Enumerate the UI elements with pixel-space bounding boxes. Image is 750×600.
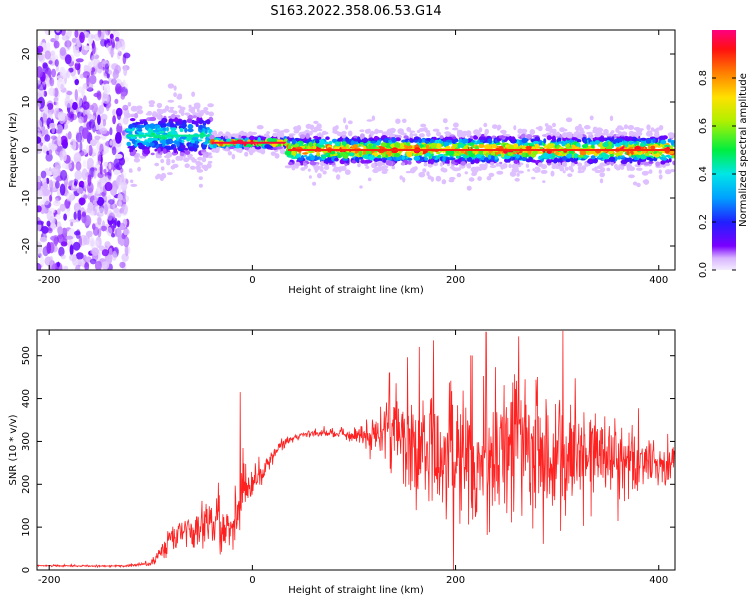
spectrogram-y-ticks: -20 -10 0 10 20	[21, 48, 675, 254]
snr-y-tick-label: 100	[21, 518, 32, 537]
snr-y-tick-label: 500	[21, 346, 32, 365]
spectrogram-x-tick-label: 0	[249, 275, 255, 286]
spectrogram-feature-1	[124, 83, 214, 188]
snr-panel: -200 0 200 400 0 100 200 300 400 500 Height of s…	[8, 329, 676, 596]
spectrogram-feature-2	[208, 125, 291, 160]
colorbar-gradient	[712, 30, 736, 270]
spectrogram-x-ticks: -200 0 200 400	[38, 30, 668, 286]
spectrogram-x-axis-label: Height of straight line (km)	[288, 285, 424, 296]
chart-title: S163.2022.358.06.53.G14	[270, 4, 441, 19]
spectrogram-x-tick-label: -200	[38, 275, 61, 286]
snr-frame	[36, 329, 676, 571]
spectrogram-y-tick-label: 20	[21, 48, 32, 61]
colorbar: 0.0 0.2 0.4 0.6 0.8 Normalized spectral ampl…	[698, 30, 749, 278]
snr-x-tick-label: 400	[649, 575, 668, 586]
snr-y-tick-label: 400	[21, 389, 32, 408]
spectrogram-heat-layer	[37, 30, 675, 270]
spectrogram-panel: -200 0 200 400 -20 -10 0 10 20 Height of straig…	[8, 29, 676, 296]
colorbar-tick-label: 0.8	[698, 70, 709, 86]
snr-x-axis-label: Height of straight line (km)	[288, 585, 424, 596]
spectrogram-y-tick-label: -10	[21, 190, 32, 206]
spectrogram-x-tick-label: 400	[649, 275, 668, 286]
spectrogram-y-tick-label: 0	[21, 147, 32, 153]
snr-y-axis-label: SNR (10 * v/v)	[8, 414, 19, 485]
colorbar-tick-label: 0.0	[698, 262, 709, 278]
snr-y-tick-label: 300	[21, 432, 32, 451]
snr-x-tick-label: -200	[38, 575, 61, 586]
spectrogram-y-tick-label: 10	[21, 96, 32, 109]
colorbar-label: Normalized spectral amplitude	[738, 73, 749, 227]
snr-y-ticks: 0 100 200 300 400 500	[21, 346, 675, 573]
snr-y-tick-label: 0	[21, 567, 32, 573]
colorbar-tick-label: 0.2	[698, 214, 709, 230]
snr-x-tick-label: 200	[446, 575, 465, 586]
spectrogram-feature-3	[284, 115, 675, 191]
colorbar-tick-label: 0.4	[698, 166, 709, 182]
spectrogram-x-tick-label: 200	[446, 275, 465, 286]
colorbar-tick-label: 0.6	[698, 118, 709, 134]
spectrogram-y-axis-label: Frequency (Hz)	[8, 112, 19, 188]
snr-x-tick-label: 0	[249, 575, 255, 586]
snr-x-ticks: -200 0 200 400	[38, 330, 668, 586]
snr-line-layer	[37, 330, 675, 570]
spectrogram-feature-0	[37, 30, 131, 270]
spectrogram-y-tick-label: -20	[21, 238, 32, 254]
snr-y-tick-label: 200	[21, 475, 32, 494]
snr-series-line	[37, 330, 675, 570]
colorbar-ticks: 0.0 0.2 0.4 0.6 0.8	[698, 70, 736, 278]
